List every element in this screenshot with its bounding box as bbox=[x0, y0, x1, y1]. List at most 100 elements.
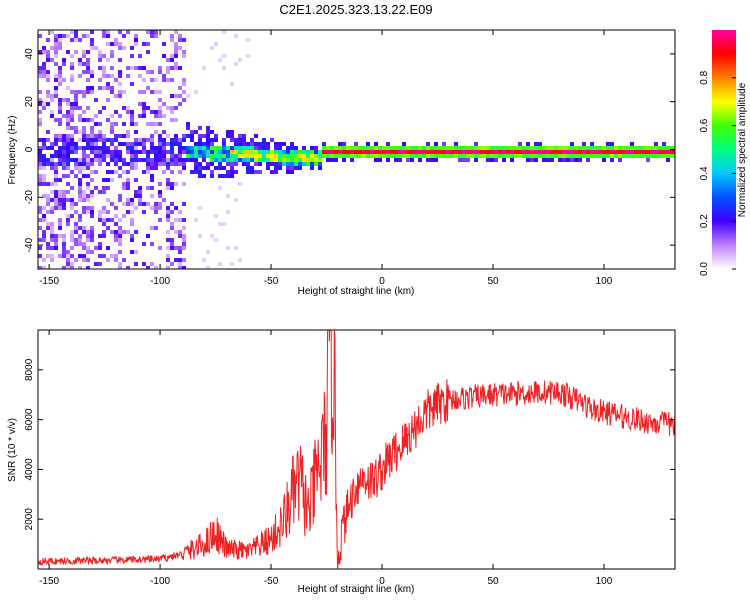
spectrogram-cell bbox=[98, 122, 102, 126]
spectrogram-cell bbox=[106, 226, 110, 230]
spectrogram-cell bbox=[326, 158, 330, 162]
spectrogram-cell bbox=[302, 154, 306, 158]
spectrogram-cell bbox=[510, 158, 514, 162]
spectrogram-cell bbox=[658, 150, 662, 154]
spectrogram-cell bbox=[38, 74, 42, 78]
spectrogram-cell bbox=[646, 150, 650, 154]
spectrogram-cell bbox=[166, 206, 170, 210]
spectrogram-cell bbox=[622, 150, 626, 154]
snr-background bbox=[38, 330, 675, 569]
spectrogram-cell bbox=[86, 162, 90, 166]
spectrogram-cell bbox=[278, 146, 282, 150]
spectrogram-cell bbox=[230, 166, 234, 170]
spectrogram-cell bbox=[150, 194, 154, 198]
spectrogram-cell bbox=[118, 42, 122, 46]
spectrogram-cell bbox=[90, 118, 94, 122]
spectrogram-cell bbox=[78, 162, 82, 166]
spectrogram-cell bbox=[74, 238, 78, 242]
spectrogram-x-tick-label: 0 bbox=[379, 276, 385, 287]
spectrogram-cell bbox=[190, 170, 194, 174]
spectrogram-cell bbox=[262, 150, 266, 154]
spectrogram-cell bbox=[38, 174, 42, 178]
spectrogram-cell bbox=[46, 50, 50, 54]
spectrogram-cell bbox=[390, 146, 394, 150]
spectrogram-cell bbox=[126, 182, 130, 186]
spectrogram-cell bbox=[122, 106, 126, 110]
spectrogram-cell bbox=[494, 154, 498, 158]
spectrogram-cell bbox=[142, 142, 146, 146]
spectrogram-cell bbox=[642, 150, 646, 154]
spectrogram-cell bbox=[182, 234, 186, 238]
spectrogram-cell bbox=[102, 218, 106, 222]
spectrogram-cell bbox=[182, 246, 186, 250]
spectrogram-cell bbox=[502, 154, 506, 158]
spectrogram-cell bbox=[38, 210, 42, 214]
spectrogram-cell bbox=[566, 146, 570, 150]
spectrogram-cell bbox=[54, 242, 58, 246]
spectrogram-cell bbox=[642, 154, 646, 158]
spectrogram-cell bbox=[58, 138, 62, 142]
spectrogram-cell bbox=[270, 158, 274, 162]
spectrogram-cell bbox=[70, 126, 74, 130]
spectrogram-cell bbox=[38, 158, 42, 162]
spectrogram-cell bbox=[238, 58, 242, 62]
spectrogram-cell bbox=[110, 50, 114, 54]
spectrogram-cell bbox=[294, 150, 298, 154]
spectrogram-cell bbox=[546, 150, 550, 154]
spectrogram-cell bbox=[102, 86, 106, 90]
spectrogram-cell bbox=[186, 158, 190, 162]
spectrogram-cell bbox=[182, 226, 186, 230]
spectrogram-cell bbox=[162, 74, 166, 78]
spectrogram-cell bbox=[374, 146, 378, 150]
spectrogram-cell bbox=[130, 202, 134, 206]
spectrogram-cell bbox=[266, 150, 270, 154]
spectrogram-cell bbox=[46, 146, 50, 150]
spectrogram-cell bbox=[86, 246, 90, 250]
spectrogram-cell bbox=[134, 178, 138, 182]
spectrogram-cell bbox=[118, 150, 122, 154]
spectrogram-cell bbox=[126, 162, 130, 166]
spectrogram-cell bbox=[114, 222, 118, 226]
spectrogram-cell bbox=[54, 118, 58, 122]
spectrogram-cell bbox=[106, 86, 110, 90]
spectrogram-cell bbox=[510, 154, 514, 158]
spectrogram-cell bbox=[102, 210, 106, 214]
spectrogram-cell bbox=[50, 238, 54, 242]
spectrogram-cell bbox=[506, 146, 510, 150]
spectrogram-cell bbox=[158, 150, 162, 154]
spectrogram-cell bbox=[226, 158, 230, 162]
spectrogram-cell bbox=[222, 222, 226, 226]
spectrogram-cell bbox=[634, 154, 638, 158]
spectrogram-cell bbox=[118, 94, 122, 98]
spectrogram-cell bbox=[154, 114, 158, 118]
spectrogram-cell bbox=[78, 182, 82, 186]
spectrogram-cell bbox=[54, 46, 58, 50]
spectrogram-cell bbox=[98, 110, 102, 114]
spectrogram-cell bbox=[234, 62, 238, 66]
spectrogram-cell bbox=[150, 242, 154, 246]
spectrogram-cell bbox=[342, 158, 346, 162]
spectrogram-cell bbox=[82, 246, 86, 250]
spectrogram-cell bbox=[142, 150, 146, 154]
spectrogram-cell bbox=[366, 142, 370, 146]
spectrogram-cell bbox=[54, 198, 58, 202]
spectrogram-cell bbox=[118, 174, 122, 178]
spectrogram-cell bbox=[66, 258, 70, 262]
spectrogram-cell bbox=[82, 138, 86, 142]
spectrogram-cell bbox=[218, 262, 222, 266]
spectrogram-cell bbox=[170, 158, 174, 162]
spectrogram-cell bbox=[178, 162, 182, 166]
spectrogram-cell bbox=[126, 142, 130, 146]
spectrogram-cell bbox=[158, 194, 162, 198]
spectrogram-cell bbox=[86, 106, 90, 110]
spectrogram-cell bbox=[86, 90, 90, 94]
spectrogram-cell bbox=[138, 74, 142, 78]
colorbar-tick-label: 0.2 bbox=[699, 214, 710, 228]
spectrogram-cell bbox=[42, 194, 46, 198]
spectrogram-cell bbox=[274, 150, 278, 154]
spectrogram-cell bbox=[646, 158, 650, 162]
spectrogram-cell bbox=[50, 210, 54, 214]
spectrogram-cell bbox=[82, 150, 86, 154]
spectrogram-cell bbox=[182, 54, 186, 58]
spectrogram-cell bbox=[154, 30, 158, 34]
